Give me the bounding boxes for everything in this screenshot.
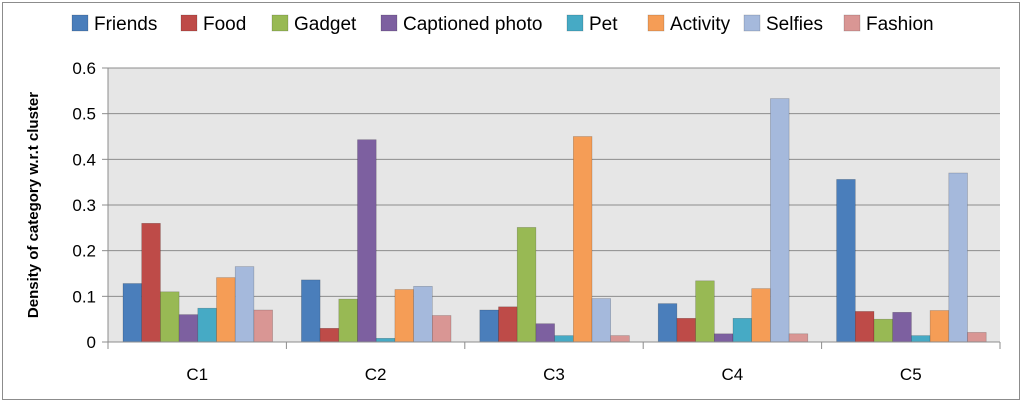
bar-c1-selfies [234, 266, 255, 343]
bar-c5-fashion [967, 332, 987, 343]
x-tick-label: C4 [722, 365, 744, 384]
bar-c2-food [319, 327, 340, 343]
legend-swatch [180, 14, 198, 32]
bar-c4-fashion [788, 333, 809, 343]
legend-swatch [380, 14, 398, 32]
legend-label: Gadget [294, 14, 357, 35]
bar-c4-captioned-photo [713, 333, 734, 343]
y-tick-label: 0.3 [72, 196, 96, 215]
bar-c4-friends [657, 303, 678, 343]
bar-c1-pet [197, 307, 217, 343]
bar-c3-pet [554, 335, 574, 343]
bar-c2-friends [301, 279, 321, 343]
legend-label: Activity [670, 14, 731, 35]
bar-c1-fashion [253, 309, 273, 343]
bar-c5-gadget [873, 318, 894, 343]
bar-c1-friends [122, 283, 143, 343]
bar-c5-food [854, 311, 875, 343]
bar-c1-gadget [160, 291, 180, 343]
bar-c3-selfies [591, 298, 612, 343]
legend-label: Selfies [766, 14, 823, 35]
legend-label: Food [203, 14, 246, 35]
bar-c4-pet [732, 317, 753, 343]
legend-swatch [843, 14, 861, 32]
bar-c4-activity [751, 288, 771, 343]
legend-label: Friends [94, 14, 157, 35]
bar-c2-gadget [338, 298, 358, 343]
bar-c1-activity [216, 277, 236, 343]
bar-c5-pet [911, 335, 931, 343]
y-tick-label: 0.6 [72, 59, 96, 78]
y-axis-label: Density of category w.r.t cluster [25, 92, 42, 318]
bar-c5-activity [929, 310, 950, 343]
y-tick-label: 0.2 [72, 242, 96, 261]
legend-label: Fashion [866, 14, 934, 35]
x-tick-label: C2 [365, 365, 387, 384]
bar-c5-selfies [948, 172, 968, 343]
bar-c2-selfies [413, 285, 433, 343]
x-tick-label: C3 [543, 365, 565, 384]
bar-c2-pet [375, 337, 396, 343]
bar-c2-fashion [431, 315, 452, 343]
bar-c5-friends [836, 179, 856, 343]
y-tick-label: 0.4 [72, 150, 96, 169]
bar-c2-captioned-photo [357, 139, 377, 343]
bar-c2-activity [394, 289, 414, 343]
bar-c3-activity [572, 136, 593, 343]
y-tick-label: 0.1 [72, 287, 96, 306]
bar-c3-food [498, 306, 518, 343]
bar-c4-food [676, 317, 696, 343]
bar-c3-captioned-photo [535, 323, 555, 343]
legend-label: Pet [589, 14, 618, 35]
bar-c3-fashion [610, 335, 630, 343]
bar-c4-selfies [770, 98, 790, 343]
bar-c5-captioned-photo [892, 311, 912, 343]
legend-swatch [647, 14, 665, 32]
x-tick-label: C5 [900, 365, 922, 384]
legend-label: Captioned photo [403, 14, 542, 35]
bar-c3-friends [479, 309, 499, 343]
x-axis: C1 C2 C3 C4 C5 [107, 341, 1001, 384]
bar-c1-food [141, 223, 161, 343]
legend-swatch [71, 14, 89, 32]
bar-c1-captioned-photo [178, 314, 199, 343]
y-tick-label: 0.5 [72, 105, 96, 124]
y-axis: 0 0.1 0.2 0.3 0.4 0.5 0.6 [72, 59, 109, 352]
bars [122, 98, 987, 343]
legend-swatch [271, 14, 289, 32]
y-tick-label: 0 [87, 333, 96, 352]
bar-c3-gadget [516, 227, 537, 343]
legend: Friends Food Gadget Captioned photo Pet Activ… [71, 14, 934, 35]
legend-swatch [743, 14, 761, 32]
legend-swatch [566, 14, 584, 32]
bar-c4-gadget [695, 280, 715, 343]
x-tick-label: C1 [186, 365, 208, 384]
